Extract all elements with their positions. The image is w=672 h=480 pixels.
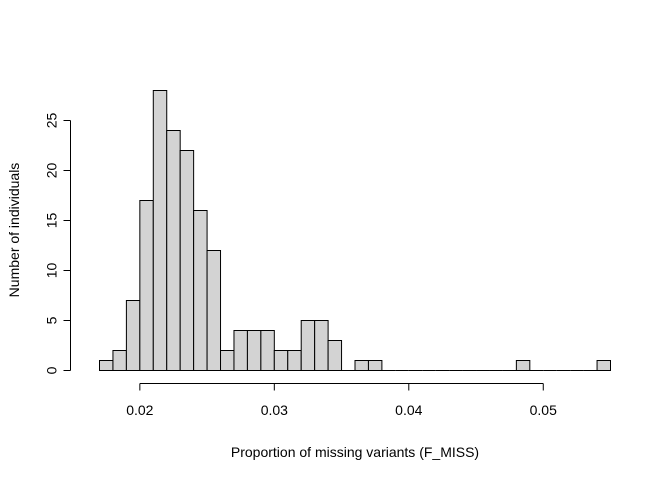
histogram-bar (233, 330, 248, 371)
histogram-bar (273, 350, 289, 371)
x-tick-label: 0.02 (126, 402, 153, 418)
histogram-bar (193, 210, 208, 371)
y-tick-label: 10 (44, 263, 60, 279)
y-tick-label: 25 (44, 113, 60, 129)
histogram-bar (314, 320, 329, 371)
histogram-bar (179, 150, 195, 371)
x-axis-title: Proportion of missing variants (F_MISS) (231, 444, 479, 460)
histogram-bar (300, 320, 316, 371)
histogram-bar (260, 330, 275, 371)
x-tick-label: 0.04 (395, 402, 422, 418)
histogram-bar (206, 250, 222, 371)
histogram-bar (112, 350, 127, 371)
histogram-bar (354, 360, 369, 371)
histogram-bar (99, 360, 114, 371)
y-tick-label: 20 (44, 163, 60, 179)
y-axis-title: Number of individuals (6, 163, 22, 298)
histogram-bar (166, 130, 181, 371)
x-axis: 0.02 0.03 0.04 0.05 (126, 383, 557, 418)
y-tick-label: 0 (44, 366, 60, 374)
y-tick-label: 15 (44, 213, 60, 229)
histogram-bar (125, 300, 141, 371)
histogram-bar (139, 200, 154, 371)
histogram-bars (99, 90, 611, 371)
y-tick-label: 5 (44, 316, 60, 324)
x-tick-label: 0.05 (530, 402, 557, 418)
histogram-bar (596, 360, 611, 371)
histogram-bar (515, 360, 531, 371)
y-axis: 0 5 10 15 20 25 (44, 113, 71, 374)
x-tick-label: 0.03 (261, 402, 288, 418)
histogram-bar (220, 350, 235, 371)
histogram-bar (367, 360, 383, 371)
histogram-bar (287, 350, 302, 371)
histogram-bar (327, 340, 343, 371)
histogram-bar (246, 330, 262, 371)
histogram-bar (152, 90, 168, 371)
